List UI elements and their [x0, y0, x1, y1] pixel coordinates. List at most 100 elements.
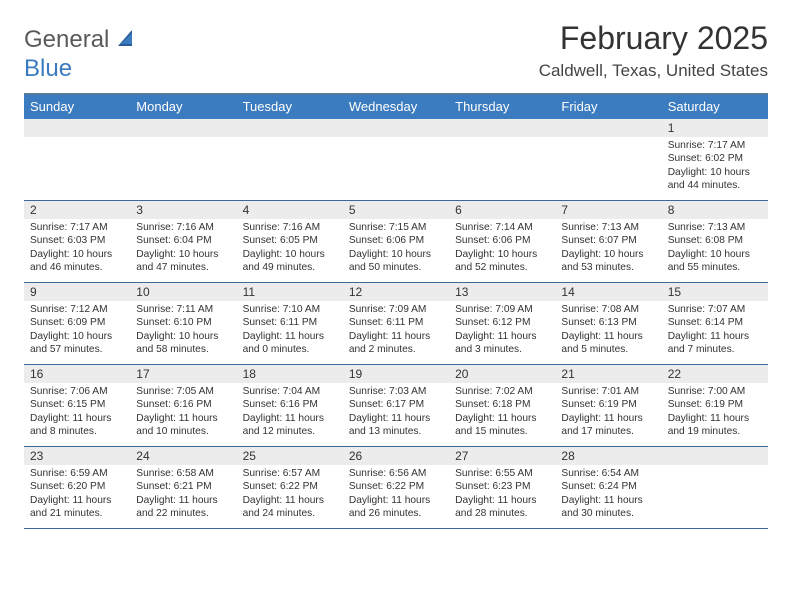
- sunset-text: Sunset: 6:17 PM: [349, 398, 443, 411]
- cell-body: Sunrise: 6:56 AMSunset: 6:22 PMDaylight:…: [343, 465, 449, 528]
- calendar-cell: [237, 137, 343, 200]
- sunset-text: Sunset: 6:09 PM: [30, 316, 124, 329]
- day-number: 3: [130, 201, 236, 219]
- calendar-cell: [449, 137, 555, 200]
- calendar-header-row: Sunday Monday Tuesday Wednesday Thursday…: [24, 95, 768, 119]
- day-number: [237, 119, 343, 137]
- sunrise-text: Sunrise: 7:10 AM: [243, 303, 337, 316]
- cell-body: Sunrise: 7:11 AMSunset: 6:10 PMDaylight:…: [130, 301, 236, 364]
- day-number: [555, 119, 661, 137]
- daylight-text: Daylight: 11 hours and 30 minutes.: [561, 494, 655, 521]
- day-number: 23: [24, 447, 130, 465]
- calendar-cell: Sunrise: 6:56 AMSunset: 6:22 PMDaylight:…: [343, 465, 449, 528]
- daylight-text: Daylight: 11 hours and 21 minutes.: [30, 494, 124, 521]
- sunrise-text: Sunrise: 7:11 AM: [136, 303, 230, 316]
- day-number: 17: [130, 365, 236, 383]
- day-number: [343, 119, 449, 137]
- daylight-text: Daylight: 11 hours and 26 minutes.: [349, 494, 443, 521]
- calendar-cell: Sunrise: 7:13 AMSunset: 6:08 PMDaylight:…: [662, 219, 768, 282]
- logo-text-blue: Blue: [24, 55, 72, 82]
- sunset-text: Sunset: 6:06 PM: [455, 234, 549, 247]
- calendar-cell: Sunrise: 7:13 AMSunset: 6:07 PMDaylight:…: [555, 219, 661, 282]
- daylight-text: Daylight: 11 hours and 13 minutes.: [349, 412, 443, 439]
- day-number: 22: [662, 365, 768, 383]
- cell-body: Sunrise: 6:55 AMSunset: 6:23 PMDaylight:…: [449, 465, 555, 528]
- day-number: 19: [343, 365, 449, 383]
- day-number: 5: [343, 201, 449, 219]
- calendar-week: 232425262728Sunrise: 6:59 AMSunset: 6:20…: [24, 447, 768, 529]
- cell-body: Sunrise: 6:57 AMSunset: 6:22 PMDaylight:…: [237, 465, 343, 528]
- daylight-text: Daylight: 10 hours and 47 minutes.: [136, 248, 230, 275]
- day-number: [662, 447, 768, 465]
- title-block: February 2025 Caldwell, Texas, United St…: [539, 20, 768, 83]
- cell-body: Sunrise: 7:03 AMSunset: 6:17 PMDaylight:…: [343, 383, 449, 446]
- day-number: [449, 119, 555, 137]
- day-number-bar: 1: [24, 119, 768, 137]
- calendar-cell: Sunrise: 7:07 AMSunset: 6:14 PMDaylight:…: [662, 301, 768, 364]
- daylight-text: Daylight: 11 hours and 0 minutes.: [243, 330, 337, 357]
- sunrise-text: Sunrise: 7:16 AM: [243, 221, 337, 234]
- sunset-text: Sunset: 6:06 PM: [349, 234, 443, 247]
- sunset-text: Sunset: 6:21 PM: [136, 480, 230, 493]
- day-number: 14: [555, 283, 661, 301]
- calendar-cell: Sunrise: 7:06 AMSunset: 6:15 PMDaylight:…: [24, 383, 130, 446]
- daylight-text: Daylight: 10 hours and 44 minutes.: [668, 166, 762, 193]
- calendar-week: 9101112131415Sunrise: 7:12 AMSunset: 6:0…: [24, 283, 768, 365]
- day-number: 13: [449, 283, 555, 301]
- day-header: Wednesday: [343, 95, 449, 119]
- sunrise-text: Sunrise: 6:58 AM: [136, 467, 230, 480]
- day-number-bar: 16171819202122: [24, 365, 768, 383]
- day-number: 20: [449, 365, 555, 383]
- cell-body: Sunrise: 7:07 AMSunset: 6:14 PMDaylight:…: [662, 301, 768, 364]
- daylight-text: Daylight: 11 hours and 8 minutes.: [30, 412, 124, 439]
- day-number: 28: [555, 447, 661, 465]
- cell-body: [662, 465, 768, 527]
- sunset-text: Sunset: 6:08 PM: [668, 234, 762, 247]
- day-number: 18: [237, 365, 343, 383]
- sunrise-text: Sunrise: 7:13 AM: [561, 221, 655, 234]
- day-header: Monday: [130, 95, 236, 119]
- sunset-text: Sunset: 6:23 PM: [455, 480, 549, 493]
- sunrise-text: Sunrise: 7:15 AM: [349, 221, 443, 234]
- daylight-text: Daylight: 10 hours and 52 minutes.: [455, 248, 549, 275]
- calendar-cell: Sunrise: 7:10 AMSunset: 6:11 PMDaylight:…: [237, 301, 343, 364]
- daylight-text: Daylight: 11 hours and 24 minutes.: [243, 494, 337, 521]
- day-number: 15: [662, 283, 768, 301]
- sunrise-text: Sunrise: 7:12 AM: [30, 303, 124, 316]
- location: Caldwell, Texas, United States: [539, 61, 768, 81]
- calendar-cell: Sunrise: 7:12 AMSunset: 6:09 PMDaylight:…: [24, 301, 130, 364]
- daylight-text: Daylight: 11 hours and 19 minutes.: [668, 412, 762, 439]
- sail-icon: [118, 27, 138, 55]
- calendar-cell: Sunrise: 7:08 AMSunset: 6:13 PMDaylight:…: [555, 301, 661, 364]
- sunset-text: Sunset: 6:15 PM: [30, 398, 124, 411]
- calendar-cell: Sunrise: 7:02 AMSunset: 6:18 PMDaylight:…: [449, 383, 555, 446]
- day-header: Friday: [555, 95, 661, 119]
- cell-body: Sunrise: 7:09 AMSunset: 6:12 PMDaylight:…: [449, 301, 555, 364]
- sunrise-text: Sunrise: 7:05 AM: [136, 385, 230, 398]
- daylight-text: Daylight: 10 hours and 49 minutes.: [243, 248, 337, 275]
- day-number: 2: [24, 201, 130, 219]
- sunrise-text: Sunrise: 7:04 AM: [243, 385, 337, 398]
- daylight-text: Daylight: 11 hours and 15 minutes.: [455, 412, 549, 439]
- sunrise-text: Sunrise: 7:13 AM: [668, 221, 762, 234]
- sunrise-text: Sunrise: 7:09 AM: [349, 303, 443, 316]
- sunset-text: Sunset: 6:22 PM: [349, 480, 443, 493]
- sunrise-text: Sunrise: 7:00 AM: [668, 385, 762, 398]
- sunset-text: Sunset: 6:20 PM: [30, 480, 124, 493]
- day-number: 10: [130, 283, 236, 301]
- calendar-cell: [24, 137, 130, 200]
- day-number: 8: [662, 201, 768, 219]
- calendar-cell: Sunrise: 7:03 AMSunset: 6:17 PMDaylight:…: [343, 383, 449, 446]
- day-number: 24: [130, 447, 236, 465]
- daylight-text: Daylight: 11 hours and 22 minutes.: [136, 494, 230, 521]
- calendar-cell: Sunrise: 7:17 AMSunset: 6:03 PMDaylight:…: [24, 219, 130, 282]
- day-number-bar: 9101112131415: [24, 283, 768, 301]
- cell-body: Sunrise: 7:09 AMSunset: 6:11 PMDaylight:…: [343, 301, 449, 364]
- cell-body: [343, 137, 449, 199]
- calendar-cell: Sunrise: 7:16 AMSunset: 6:04 PMDaylight:…: [130, 219, 236, 282]
- daylight-text: Daylight: 11 hours and 10 minutes.: [136, 412, 230, 439]
- cell-body: Sunrise: 7:17 AMSunset: 6:02 PMDaylight:…: [662, 137, 768, 200]
- cell-body: Sunrise: 7:10 AMSunset: 6:11 PMDaylight:…: [237, 301, 343, 364]
- daylight-text: Daylight: 10 hours and 46 minutes.: [30, 248, 124, 275]
- calendar-cell: Sunrise: 6:57 AMSunset: 6:22 PMDaylight:…: [237, 465, 343, 528]
